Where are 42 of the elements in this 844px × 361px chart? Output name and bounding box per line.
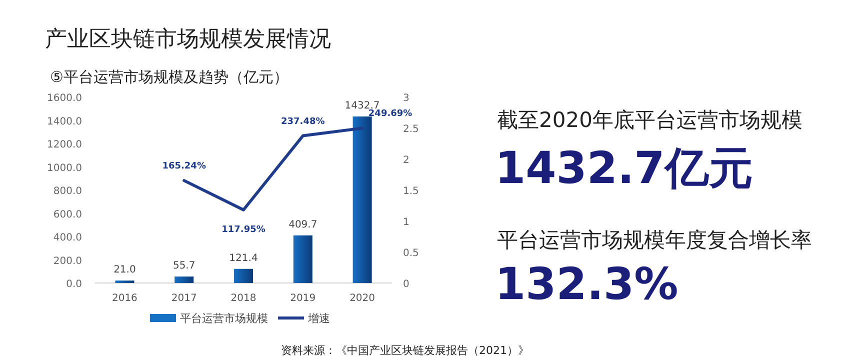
text: 132.3% [495,259,678,310]
data-label: 409.7 [288,219,318,230]
y-tick-label: 0.0 [66,279,82,290]
data-label: 55.7 [172,260,196,272]
data-label: 21.0 [114,264,136,276]
x-tick-label: 2020 [350,293,376,304]
data-label: 121.4 [229,252,258,264]
bar [234,268,254,283]
legend-label: 平台运营市场规模 [180,312,268,325]
legend-label: 增速 [307,312,330,325]
y-tick-label: 1200.0 [47,140,82,150]
data-label: 117.95% [222,224,266,235]
y2-tick-label: 3 [403,93,410,104]
y-tick-label: 800.0 [53,186,82,197]
data-label: 237.48% [281,116,325,127]
y2-tick-label: 2 [403,155,410,166]
text: 平台运营市场规模年度复合增长率 [497,228,812,252]
data-label: 165.24% [162,162,206,172]
y2-tick-label: 2.5 [403,124,419,135]
y-tick-label: 400.0 [53,232,82,244]
y-tick-label: 1000.0 [47,162,82,174]
text: 资料来源：《中国产业区块链发展报告（2021）》 [281,344,529,357]
chart-subtitle: ⑤平台运营市场规模及趋势（亿元） [50,68,288,86]
y2-tick-label: 0 [403,279,410,290]
bar [352,116,372,283]
y2-tick-label: 1.5 [403,186,419,197]
text: 1432.7亿元 [495,143,753,194]
y2-tick-label: 1 [403,217,410,228]
text: 截至2020年底平台运营市场规模 [497,108,802,132]
y2-tick-label: 0.5 [403,248,419,259]
x-tick-label: 2019 [290,293,316,304]
x-tick-label: 2016 [112,293,138,304]
y-tick-label: 1600.0 [47,93,82,104]
x-tick-label: 2017 [171,293,197,304]
y-tick-label: 1400.0 [47,116,82,128]
y-tick-label: 200.0 [53,256,82,267]
bar [293,235,312,283]
chart-title: 产业区块链市场规模发展情况 [45,27,331,52]
x-tick-label: 2018 [230,293,256,304]
data-label: 249.69% [368,109,412,120]
y-tick-label: 600.0 [53,209,82,220]
bar [174,276,194,283]
